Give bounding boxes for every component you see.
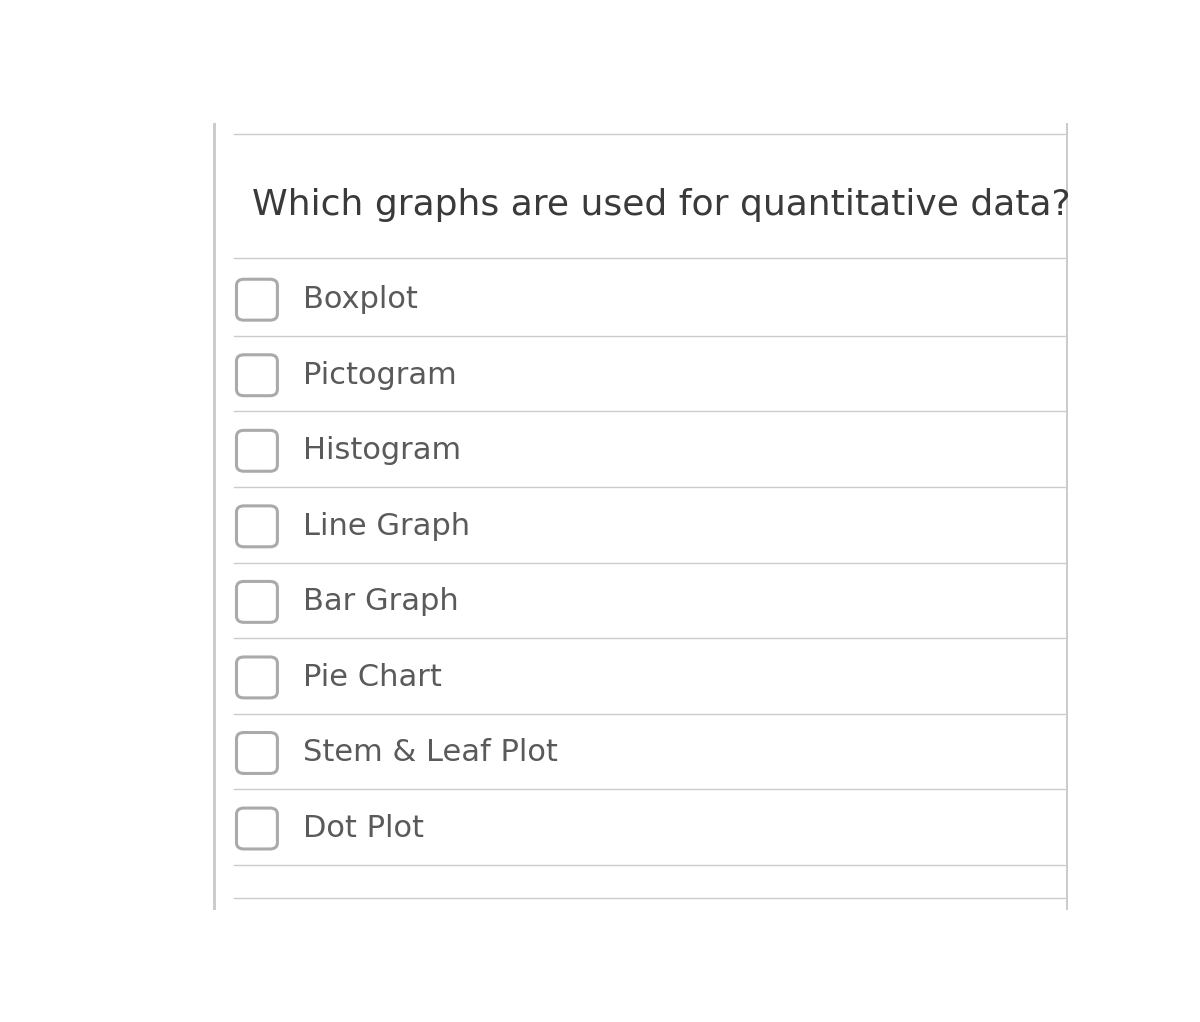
FancyBboxPatch shape <box>236 506 277 547</box>
FancyBboxPatch shape <box>236 808 277 849</box>
FancyBboxPatch shape <box>236 657 277 698</box>
FancyBboxPatch shape <box>236 279 277 320</box>
Bar <box>214 123 216 910</box>
FancyBboxPatch shape <box>236 733 277 774</box>
Bar <box>1066 123 1068 910</box>
FancyBboxPatch shape <box>236 430 277 471</box>
Text: Pie Chart: Pie Chart <box>304 663 443 692</box>
FancyBboxPatch shape <box>236 582 277 622</box>
Text: Pictogram: Pictogram <box>304 361 457 389</box>
Text: Line Graph: Line Graph <box>304 512 470 541</box>
Text: Boxplot: Boxplot <box>304 285 419 314</box>
Text: Which graphs are used for quantitative data?: Which graphs are used for quantitative d… <box>252 188 1070 222</box>
FancyBboxPatch shape <box>236 355 277 396</box>
Text: Dot Plot: Dot Plot <box>304 815 425 843</box>
Text: Bar Graph: Bar Graph <box>304 588 460 616</box>
Text: Histogram: Histogram <box>304 436 462 465</box>
Text: Stem & Leaf Plot: Stem & Leaf Plot <box>304 739 558 768</box>
